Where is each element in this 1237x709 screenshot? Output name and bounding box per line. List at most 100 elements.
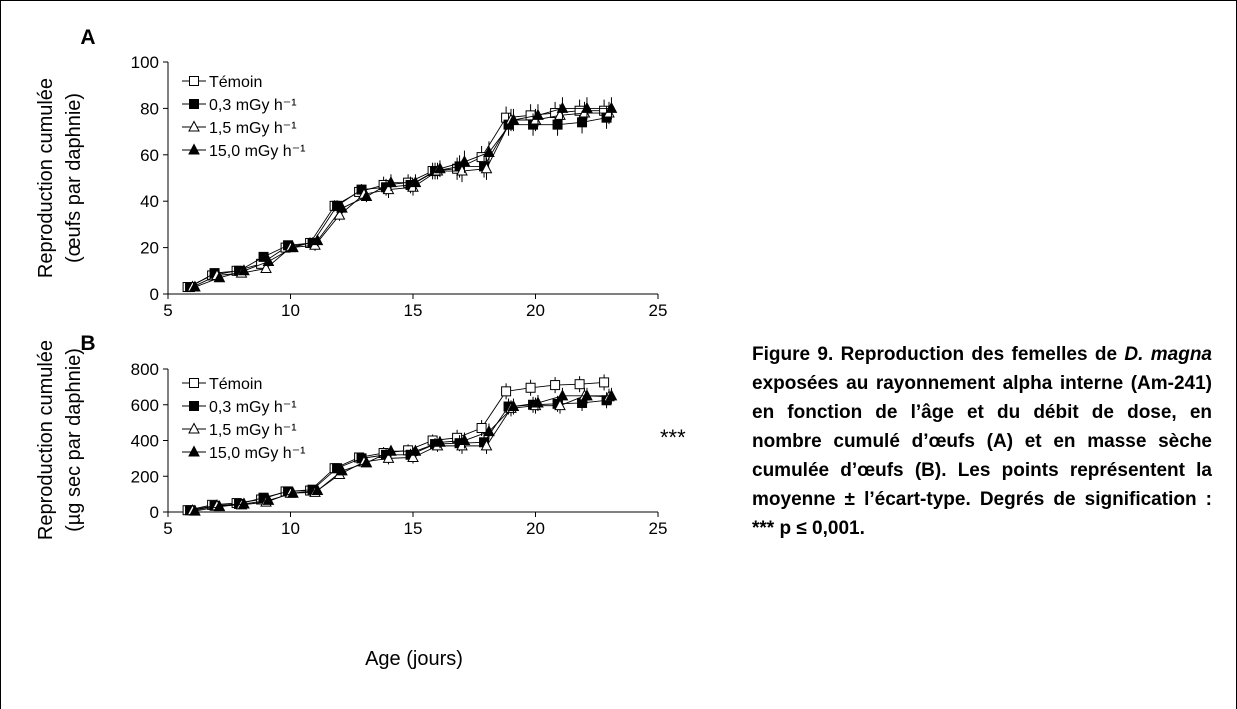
panel-a-series-4-point (581, 101, 593, 113)
panel-a-series-3-point (480, 162, 493, 174)
panel-a-legend-item-2: 0,3 mGy h⁻¹ (182, 97, 297, 114)
panel-a-series-4-point (556, 101, 569, 113)
panel-a-label: A (80, 26, 95, 49)
panel-b-series-4-point (483, 424, 495, 437)
panel-b-series-4-point (238, 497, 250, 509)
panel-b-legend-label: 0,3 mGy h⁻¹ (209, 399, 297, 416)
panel-b-label: B (80, 332, 95, 355)
panel-a-ytick-label: 80 (140, 99, 159, 118)
panel-b-xtick-label: 20 (526, 519, 545, 538)
panel-b-legend-item-1: Témoin (182, 376, 262, 393)
panel-a-ylabel-line2: (œufs par daphnie) (63, 93, 85, 263)
caption-text-start: Figure 9. Reproduction des femelles de (752, 344, 1125, 365)
panel-a-legend-marker (188, 120, 200, 132)
panel-a-series-4-point (409, 176, 422, 188)
panel-b-xtick-label: 10 (281, 519, 300, 538)
panel-a-series-4-point (311, 234, 324, 246)
panel-b-ytick-label: 0 (150, 503, 159, 522)
panel-b-series-4-point (507, 399, 520, 412)
panel-a-series-4-point (238, 264, 250, 276)
panel-a-xtick-label: 10 (281, 301, 300, 320)
panel-b-significance-annotation: *** (660, 425, 686, 450)
panel-b-series-3-point (480, 439, 493, 451)
panel-b-series-4-point (605, 389, 618, 401)
panel-b-series-3-point (554, 399, 566, 411)
panel-a-series-4-point (434, 162, 446, 174)
panel-a: A Reproduction cumulée (œufs par daphnie) 0… (35, 26, 667, 320)
panel-b-series-4-point (360, 456, 373, 468)
panel-b-legend-label: Témoin (209, 376, 262, 393)
panel-b-series-1-point (525, 382, 536, 393)
panel-b-ylabel-line1: Reproduction cumulée (35, 340, 57, 540)
panel-a-legend-marker (189, 99, 199, 109)
panel-b-series-4-point (434, 435, 446, 447)
panel-a-series-4-point (507, 113, 520, 125)
panel-b-ytick-label: 600 (131, 396, 159, 415)
panel-a-series-4-point (385, 176, 397, 188)
panel-b-series-4-point (336, 464, 348, 476)
panel-b-ytick-label: 400 (131, 432, 159, 451)
panel-a-xtick-label: 25 (649, 301, 668, 320)
panel-b-legend-marker (188, 422, 200, 434)
panel-b-ylabel-line2: (µg sec par daphnie) (63, 348, 85, 532)
panel-b-series-1-point (550, 380, 561, 391)
panel-b-series-1-point (476, 422, 487, 433)
panel-a-legend-label: Témoin (209, 74, 262, 91)
panel-b-series-4-line (194, 395, 612, 512)
caption-species: D. magna (1124, 344, 1212, 365)
panel-b-series-4-point (213, 500, 226, 512)
panel-b-legend-marker (189, 401, 199, 411)
panel-a-legend-item-3: 1,5 mGy h⁻¹ (182, 120, 297, 137)
panel-b-xlabel: Age (jours) (365, 648, 463, 670)
panel-b-series-4-point (409, 444, 422, 456)
panel-b-xtick-label: 25 (649, 519, 668, 538)
panel-a-series-4-point (483, 145, 495, 157)
panel-b-legend-marker (189, 378, 199, 388)
panel-b-legend-item-2: 0,3 mGy h⁻¹ (182, 399, 297, 416)
panel-a-series-4-point (262, 254, 275, 267)
panel-a-xtick-label: 5 (163, 301, 172, 320)
panel-a-xtick-label: 15 (404, 301, 423, 320)
panel-a-series-2-point (577, 117, 588, 128)
panel-a-legend-marker (188, 143, 200, 155)
panel-b-ytick-label: 800 (131, 360, 159, 379)
panel-b-legend-item-3: 1,5 mGy h⁻¹ (182, 422, 297, 439)
figure-charts: A Reproduction cumulée (œufs par daphnie) 0… (35, 26, 686, 670)
panel-a-legend-item-1: Témoin (182, 74, 262, 91)
panel-a-legend-item-4: 15,0 mGy h⁻¹ (182, 143, 305, 160)
panel-a-ytick-label: 0 (150, 285, 159, 304)
panel-b-series-4-point (311, 483, 324, 496)
panel-a-series-4-point (189, 280, 201, 292)
panel-b-xtick-label: 15 (404, 519, 423, 538)
panel-b-xtick-label: 5 (163, 519, 172, 538)
panel-b-series-4-point (262, 493, 275, 505)
panel-a-xtick-label: 20 (526, 301, 545, 320)
panel-b-series-4-point (189, 504, 201, 516)
panel-a-ytick-label: 40 (140, 192, 159, 211)
panel-a-ylabel-line1: Reproduction cumulée (35, 78, 57, 278)
panel-b-legend-label: 15,0 mGy h⁻¹ (209, 445, 305, 462)
panel-a-legend-label: 1,5 mGy h⁻¹ (209, 120, 297, 137)
panel-b-series-3-point (382, 451, 395, 463)
panel-a-ytick-label: 20 (140, 239, 159, 258)
panel-a-series-4-point (213, 271, 226, 283)
panel-b-series-4 (189, 387, 618, 516)
panel-a-ytick-label: 60 (140, 146, 159, 165)
panel-a-series-4-point (458, 155, 471, 167)
panel-a-series-1-line (187, 110, 605, 288)
panel-a-legend-label: 15,0 mGy h⁻¹ (209, 143, 305, 160)
panel-a-series-4 (189, 97, 618, 292)
caption-text-end: exposées au rayonnement alpha interne (A… (752, 373, 1212, 539)
panel-b: B Reproduction cumulée (µg sec par daphnie… (35, 332, 686, 670)
panel-b-series-4-point (581, 389, 593, 401)
panel-a-series-3-point (260, 261, 272, 273)
panel-a-series-2-point (552, 119, 563, 130)
panel-a-legend-label: 0,3 mGy h⁻¹ (209, 97, 297, 114)
panel-a-ytick-label: 100 (131, 53, 159, 72)
panel-a-series-4-point (360, 189, 373, 202)
panel-b-series-4-point (287, 486, 299, 498)
panel-a-series-4-point (336, 201, 348, 213)
panel-b-series-1-point (501, 386, 512, 397)
panel-a-series-4-point (605, 101, 618, 113)
panel-b-legend-item-4: 15,0 mGy h⁻¹ (182, 445, 305, 462)
